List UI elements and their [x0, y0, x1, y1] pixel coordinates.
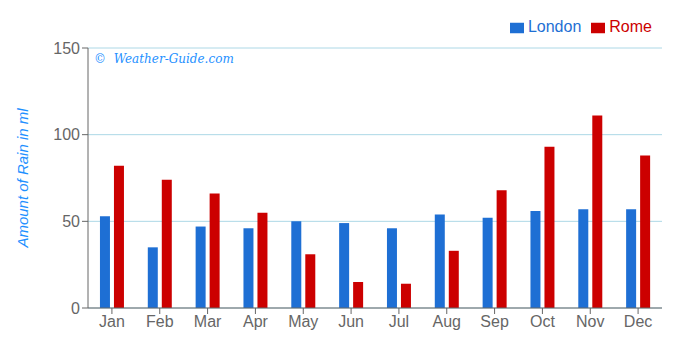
svg-text:May: May: [288, 313, 318, 330]
html-text:Rome: Rome: [609, 18, 652, 35]
svg-text:Jul: Jul: [389, 313, 409, 330]
svg-text:Amount of Rain in ml: Amount of Rain in ml: [14, 108, 31, 249]
html-text:London: London: [527, 18, 582, 35]
svg-text:Dec: Dec: [624, 313, 652, 330]
svg-text:Jun: Jun: [338, 313, 364, 330]
svg-text:50: 50: [62, 213, 80, 230]
svg-text:Oct: Oct: [530, 313, 555, 330]
svg-text:Aug: Aug: [433, 313, 461, 330]
html-text:© Weather-Guide.com: © Weather-Guide.com: [94, 52, 234, 66]
svg-text:Jan: Jan: [99, 313, 125, 330]
svg-text:Mar: Mar: [194, 313, 222, 330]
svg-text:Feb: Feb: [146, 313, 174, 330]
svg-text:Sep: Sep: [480, 313, 509, 330]
svg-text:Nov: Nov: [576, 313, 604, 330]
svg-text:0: 0: [71, 300, 80, 317]
svg-text:150: 150: [53, 40, 80, 57]
svg-text:Apr: Apr: [243, 313, 269, 330]
svg-text:100: 100: [53, 126, 80, 143]
